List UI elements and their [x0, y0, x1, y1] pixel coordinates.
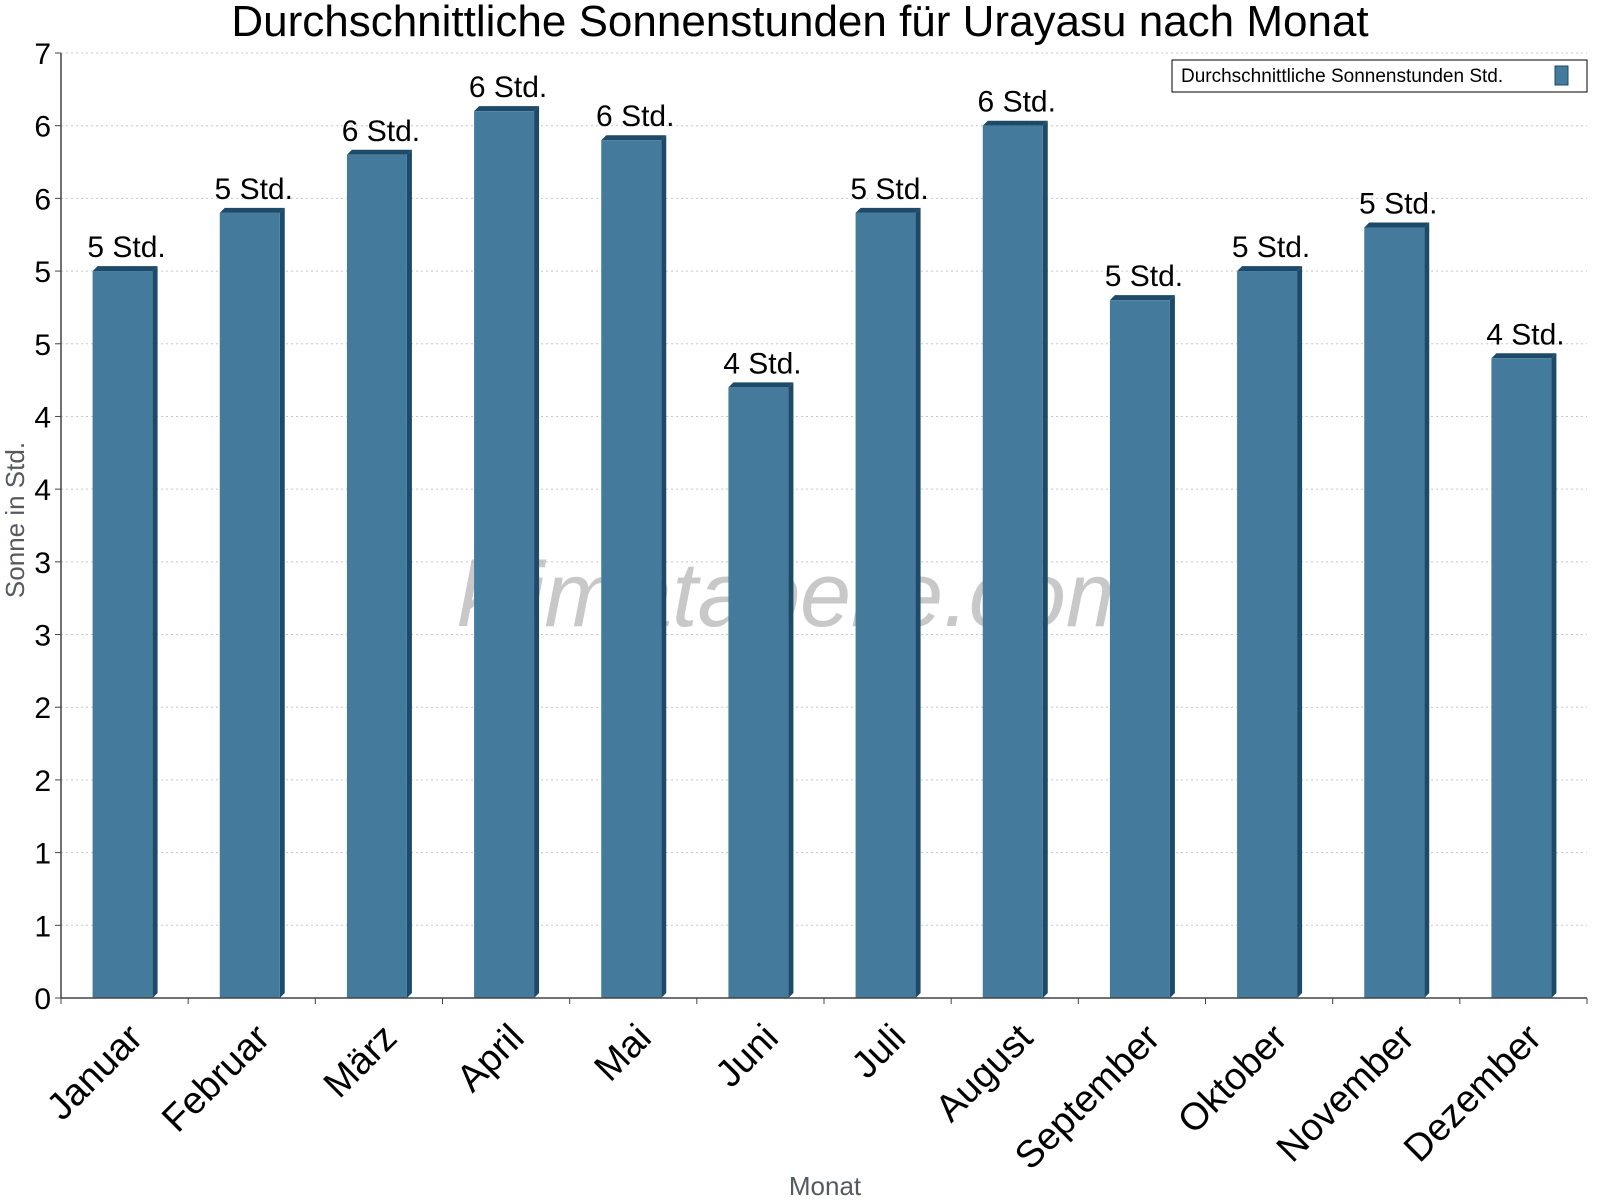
x-tick-label: Dezember — [1396, 1016, 1550, 1170]
bar — [219, 212, 280, 998]
bar — [1491, 358, 1552, 998]
legend-label: Durchschnittliche Sonnenstunden Std. — [1181, 66, 1503, 87]
bar — [1364, 227, 1425, 998]
data-label: 6 Std. — [596, 100, 674, 133]
bar-top — [1364, 222, 1430, 228]
x-tick-label: Juli — [844, 1017, 914, 1087]
bar-side — [152, 266, 158, 999]
bar-top — [219, 207, 285, 213]
bar-top — [1491, 353, 1557, 359]
bar-side — [1297, 266, 1303, 999]
bar-side — [788, 382, 794, 998]
y-tick-label: 7 — [34, 38, 51, 71]
data-label: 5 Std. — [1359, 187, 1437, 220]
data-label: 4 Std. — [1486, 318, 1564, 351]
bar — [855, 212, 916, 998]
x-tick-label: Mai — [587, 1017, 660, 1090]
y-tick-label: 4 — [34, 401, 51, 434]
y-tick-label: 1 — [34, 838, 51, 871]
y-tick-label: 5 — [34, 256, 51, 289]
x-tick-label: Februar — [154, 1016, 278, 1140]
y-tick-label: 4 — [34, 474, 51, 507]
bar-top — [855, 207, 921, 213]
bar — [474, 111, 535, 998]
data-label: 6 Std. — [342, 115, 420, 148]
data-label: 5 Std. — [87, 231, 165, 264]
data-label: 5 Std. — [215, 173, 293, 206]
bar — [982, 125, 1043, 998]
bar-side — [406, 149, 412, 998]
bar-top — [92, 266, 158, 272]
y-tick-label: 6 — [34, 111, 51, 144]
legend: Durchschnittliche Sonnenstunden Std. — [1171, 59, 1588, 93]
x-tick-label: Oktober — [1170, 1016, 1296, 1142]
y-tick-label: 1 — [34, 910, 51, 943]
legend-box — [1171, 59, 1588, 93]
x-tick-label: August — [928, 1016, 1042, 1130]
y-tick-label: 6 — [34, 183, 51, 216]
data-label: 5 Std. — [850, 173, 928, 206]
bar — [728, 387, 789, 998]
bar-side — [661, 135, 667, 998]
bar-top — [474, 106, 540, 112]
legend-swatch — [1554, 65, 1569, 86]
grid-lines — [61, 52, 1587, 926]
chart-title: Durchschnittliche Sonnenstunden für Uray… — [231, 0, 1368, 46]
data-label: 5 Std. — [1105, 260, 1183, 293]
x-tick-label: April — [449, 1017, 532, 1100]
y-tick-label: 2 — [34, 692, 51, 725]
x-tick-label: Januar — [39, 1016, 151, 1128]
bar-side — [279, 207, 285, 998]
x-tick-label: Juni — [708, 1017, 787, 1096]
bar-top — [1109, 295, 1175, 301]
bar-side — [915, 207, 921, 998]
data-label: 6 Std. — [978, 86, 1056, 119]
bar-side — [1042, 120, 1048, 998]
y-tick-label: 3 — [34, 547, 51, 580]
y-tick-label: 2 — [34, 765, 51, 798]
bar-side — [1424, 222, 1430, 998]
bar-top — [982, 120, 1048, 126]
y-tick-label: 3 — [34, 620, 51, 653]
bars: 5 Std. 5 Std. 6 Std. 6 Std. 6 Std. 4 Std. 5 St… — [87, 71, 1565, 999]
bar-side — [1551, 353, 1557, 998]
x-tick-label: November — [1269, 1016, 1423, 1170]
bar-top — [601, 135, 667, 141]
bar-side — [1169, 295, 1175, 999]
bar — [601, 140, 662, 998]
data-label: 5 Std. — [1232, 231, 1310, 264]
y-tick-label: 0 — [34, 983, 51, 1016]
bar-top — [1237, 266, 1303, 272]
bar — [1237, 271, 1298, 999]
x-axis-title: Monat — [789, 1171, 862, 1200]
y-tick-label: 5 — [34, 329, 51, 362]
bar — [1109, 300, 1170, 999]
data-label: 6 Std. — [469, 71, 547, 104]
bar-side — [534, 106, 540, 998]
bar-top — [728, 382, 794, 388]
bar — [92, 271, 153, 999]
x-tick-label: März — [316, 1017, 405, 1106]
bar — [346, 154, 407, 998]
bar-top — [346, 149, 412, 155]
y-axis-title: Sonne in Std. — [0, 442, 30, 598]
data-label: 4 Std. — [723, 347, 801, 380]
